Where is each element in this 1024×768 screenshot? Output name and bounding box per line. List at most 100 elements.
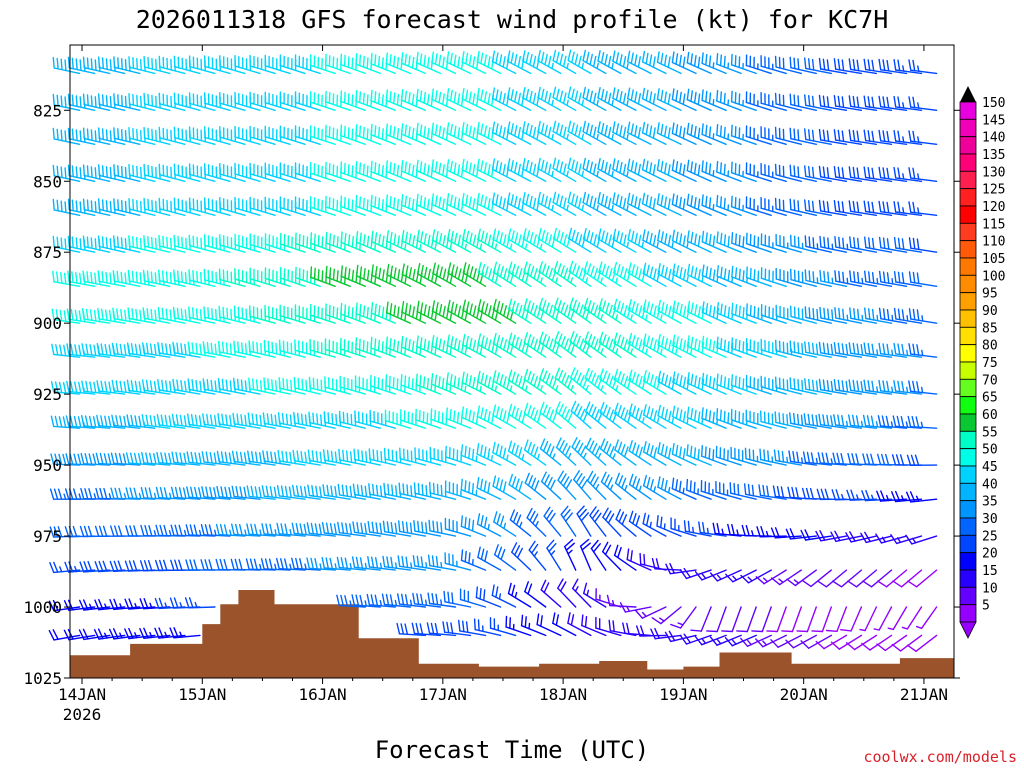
wind-barb — [78, 599, 111, 611]
wind-barb — [785, 634, 817, 649]
wind-barb — [264, 125, 291, 146]
wind-barb — [505, 615, 532, 637]
wind-barb — [446, 51, 472, 75]
wind-barb — [908, 167, 938, 183]
wind-barb — [427, 592, 457, 608]
colorbar-label: 35 — [982, 495, 998, 510]
wind-barb — [863, 166, 893, 183]
wind-barb — [589, 506, 607, 537]
wind-barb — [789, 340, 817, 358]
colorbar-label: 10 — [982, 581, 998, 596]
wind-barb — [627, 228, 652, 253]
wind-barb — [113, 56, 141, 75]
wind-barb — [908, 308, 938, 324]
wind-barb — [339, 375, 366, 395]
wind-barb — [476, 443, 502, 466]
wind-barb — [834, 235, 863, 253]
wind-barb — [97, 235, 126, 253]
wind-barb — [627, 262, 652, 287]
wind-barb — [679, 633, 712, 645]
wind-barb — [171, 451, 201, 466]
wind-barb — [627, 87, 652, 112]
wind-barb — [416, 229, 442, 253]
wind-barb — [385, 301, 412, 324]
wind-barb — [743, 483, 772, 500]
wind-barb — [477, 370, 502, 395]
wind-barb — [878, 95, 908, 112]
wind-barb — [818, 341, 848, 358]
wind-barb — [51, 343, 81, 358]
wind-barb — [641, 50, 667, 75]
wind-barb — [234, 125, 261, 146]
wind-barb — [848, 379, 878, 395]
wind-barb — [579, 538, 592, 571]
wind-barb — [368, 448, 396, 466]
wind-barb — [833, 414, 863, 429]
wind-barb — [97, 127, 126, 146]
wind-barb — [725, 569, 757, 583]
wind-barb — [413, 520, 442, 537]
wind-barb — [740, 634, 772, 647]
wind-barb — [671, 159, 697, 183]
wind-barb — [731, 374, 757, 395]
wind-barb — [109, 598, 141, 611]
wind-barb — [901, 606, 923, 630]
wind-barb — [908, 237, 938, 253]
wind-barb — [786, 569, 817, 587]
wind-barb — [461, 192, 487, 217]
wind-barb — [396, 622, 427, 637]
wind-barb — [476, 192, 502, 217]
wind-barb — [111, 379, 141, 395]
wind-barb — [524, 581, 547, 608]
wind-barb — [687, 263, 712, 287]
wind-barb — [846, 489, 878, 501]
colorbar-label: 20 — [982, 547, 998, 562]
wind-barb — [833, 94, 863, 112]
wind-barb — [848, 129, 878, 146]
wind-barb — [656, 193, 682, 217]
x-tick-label: 14JAN — [58, 685, 106, 704]
wind-barb — [568, 227, 592, 253]
wind-barb — [848, 414, 878, 429]
wind-barb — [370, 230, 396, 253]
colorbar-label: 120 — [982, 200, 1005, 215]
wind-barb — [788, 450, 817, 466]
wind-barb — [700, 480, 727, 500]
wind-barb — [324, 124, 351, 146]
wind-barb — [261, 523, 291, 537]
wind-barb — [294, 91, 321, 112]
wind-barb — [908, 130, 938, 146]
colorbar-swatch — [959, 326, 977, 345]
wind-barb — [790, 268, 817, 287]
wind-barb — [576, 505, 592, 537]
wind-barb — [730, 161, 757, 183]
wind-barb — [774, 163, 802, 183]
wind-barb — [597, 191, 622, 217]
wind-barb — [249, 267, 276, 287]
wind-barb — [279, 162, 306, 183]
wind-barb — [355, 53, 381, 75]
wind-barb — [188, 55, 216, 75]
y-tick-label: 900 — [33, 314, 62, 333]
wind-barb — [672, 371, 697, 395]
wind-barb — [219, 91, 246, 112]
wind-barb — [615, 508, 637, 537]
wind-barb — [173, 55, 201, 75]
colorbar-label: 70 — [982, 373, 998, 388]
wind-barb — [523, 368, 547, 395]
wind-barb — [291, 557, 321, 571]
wind-barb — [701, 194, 727, 217]
wind-barb — [234, 162, 261, 183]
wind-barb — [740, 569, 772, 584]
wind-barb — [552, 157, 577, 183]
wind-barb — [818, 378, 848, 395]
wind-barb — [398, 482, 427, 500]
wind-barb — [143, 55, 171, 75]
colorbar-label: 100 — [982, 269, 1005, 284]
wind-barb — [186, 451, 216, 466]
wind-barb — [804, 341, 832, 358]
wind-barb — [155, 486, 186, 500]
wind-barb — [538, 331, 562, 358]
wind-barb — [80, 452, 111, 466]
colorbar-label: 25 — [982, 529, 998, 544]
